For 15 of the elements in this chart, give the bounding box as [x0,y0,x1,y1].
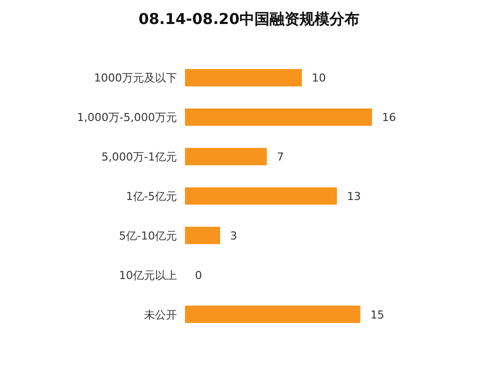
data-label: 15 [370,308,384,322]
data-label: 10 [312,72,326,85]
category-label: 1亿-5亿元 [126,190,177,203]
data-label: 3 [230,229,238,242]
category-label: 5亿-10亿元 [119,229,177,242]
title: 08.14-08.20中国融资规模分布 [138,10,360,28]
category-label: 10亿元以上 [119,268,177,282]
data-label: 7 [276,150,284,164]
data-label: 16 [382,111,396,124]
data-label: 0 [195,268,202,282]
category-label: 5,000万-1亿元 [102,150,177,164]
data-label: 13 [346,190,361,203]
category-label: 1000万元及以下 [94,72,177,85]
category-label: 1,000万-5,000万元 [77,111,177,124]
category-label: 未公开 [144,308,177,322]
